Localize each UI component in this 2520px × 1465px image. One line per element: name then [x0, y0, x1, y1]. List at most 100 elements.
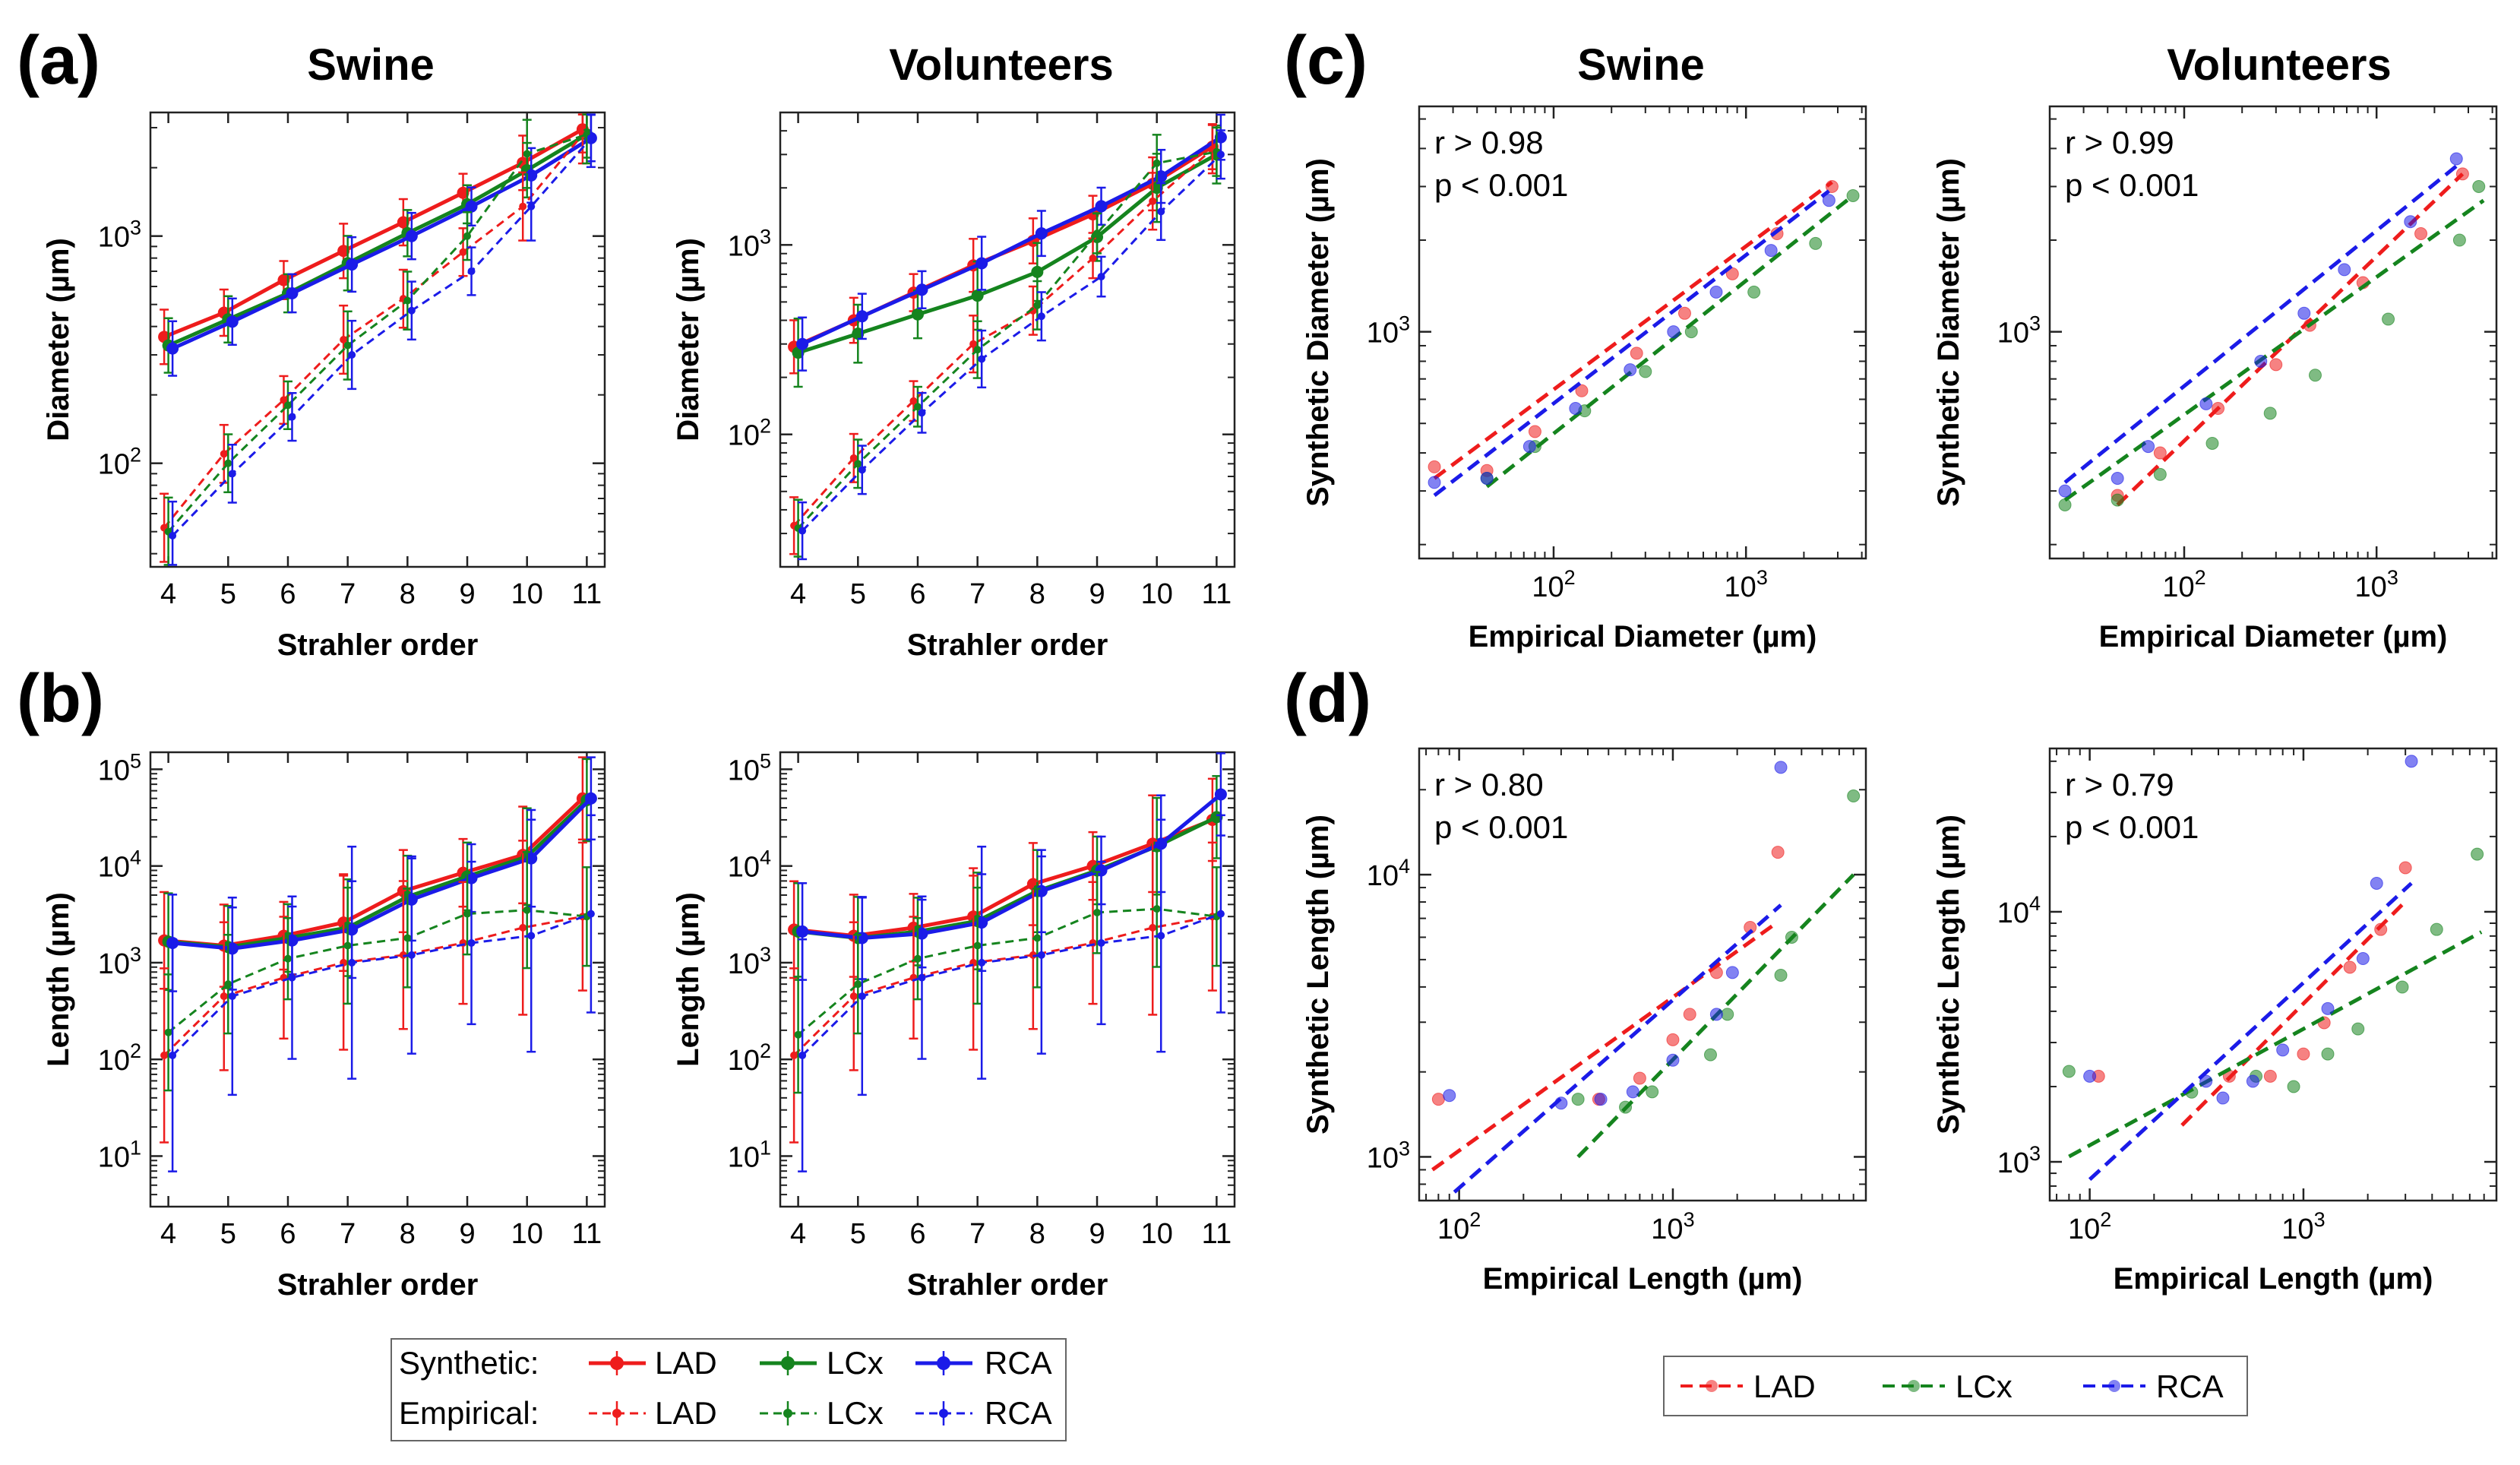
- legend-empirical-lcx-marker: [783, 1409, 792, 1418]
- series-lcx-point: [1847, 789, 1861, 803]
- x-axis-label: Strahler order: [277, 1268, 479, 1302]
- series-rca-empirical-line: [172, 137, 593, 537]
- x-tick-label-1: 5: [850, 578, 866, 610]
- x-tick-label-7: 11: [1202, 1218, 1232, 1250]
- x-tick-label-6: 10: [511, 578, 543, 610]
- series-rca-empirical-point: [918, 409, 926, 417]
- plot-frame: [1418, 747, 1867, 1202]
- y-axis-label: Synthetic Length (µm): [1301, 815, 1335, 1134]
- series-lcx-empirical-point: [463, 910, 472, 918]
- series-rca-synthetic-point: [405, 229, 418, 242]
- series-lad-point: [2414, 227, 2428, 241]
- series-lcx-point: [1809, 236, 1823, 250]
- series-rca-empirical-point: [1157, 207, 1165, 216]
- series-rca-point: [1667, 325, 1681, 339]
- series-lcx-empirical-line: [797, 150, 1217, 530]
- x-tick-label-1-base: 10: [1651, 1213, 1683, 1245]
- y-tick-label-0-base: 10: [98, 449, 130, 481]
- y-tick-label-4-base: 10: [98, 755, 130, 786]
- series-rca-synthetic-point: [1155, 170, 1168, 183]
- y-tick-label-0-exp: 3: [2029, 312, 2041, 335]
- y-tick-label-0: 103: [1367, 312, 1410, 350]
- x-axis-label: Empirical Length (µm): [1483, 1262, 1803, 1296]
- y-tick-label-0-base: 10: [728, 1141, 760, 1173]
- series-rca-fit-line: [1453, 903, 1782, 1194]
- legend-cd-rca-marker: [2108, 1380, 2120, 1392]
- series-rca-empirical-point: [1097, 938, 1105, 947]
- x-axis-label: Strahler order: [907, 628, 1108, 662]
- series-rca-synthetic-point: [855, 310, 868, 323]
- y-tick-label-0: 101: [98, 1136, 141, 1173]
- plot-frame: [779, 751, 1236, 1208]
- y-tick-label-0: 102: [728, 415, 771, 452]
- x-tick-label-0: 4: [160, 578, 176, 610]
- y-tick-label-3-base: 10: [98, 852, 130, 884]
- series-rca-synthetic-line: [172, 796, 593, 951]
- series-rca-empirical-point: [527, 932, 536, 940]
- series-rca-fit-line: [1433, 189, 1830, 497]
- series-lcx-empirical-point: [403, 296, 412, 305]
- legend-cd: LAD LCx RCA: [1663, 1356, 2248, 1416]
- stat-r: r > 0.80: [1434, 767, 1544, 802]
- x-tick-label-0-exp: 2: [2195, 566, 2206, 589]
- series-rca-empirical-point: [467, 938, 476, 947]
- series-lcx-empirical-point: [794, 1030, 802, 1039]
- series-rca-empirical-point: [467, 267, 476, 275]
- title-c-volunteers: Volunteers: [2167, 40, 2391, 90]
- x-tick-label-1: 5: [220, 1218, 236, 1250]
- series-lad-point: [2343, 960, 2357, 974]
- series-lad-empirical-point: [459, 248, 467, 256]
- series-lad-empirical-point: [220, 450, 228, 458]
- y-tick-label-4: 105: [728, 749, 771, 786]
- series-rca-point: [1725, 966, 1739, 979]
- series-lad-empirical-point: [1149, 197, 1157, 205]
- stat-p: p < 0.001: [1434, 167, 1568, 203]
- y-tick-label-0: 101: [728, 1136, 771, 1173]
- x-axis-label: Empirical Length (µm): [2114, 1262, 2433, 1296]
- y-tick-label-0: 103: [1367, 1137, 1410, 1174]
- series-lcx-empirical-point: [343, 341, 352, 350]
- series-lad-empirical-point: [849, 454, 858, 462]
- x-axis-label: Strahler order: [907, 1268, 1108, 1302]
- series-lad-empirical-line: [163, 134, 584, 529]
- series-lad-empirical-line: [163, 915, 583, 1056]
- x-tick-label-0: 102: [1532, 566, 1575, 603]
- legend-synthetic-lcx: LCx: [827, 1345, 884, 1381]
- series-lcx-empirical-point: [1093, 229, 1102, 238]
- x-tick-label-1: 103: [1651, 1208, 1694, 1245]
- series-lad-empirical-point: [340, 336, 348, 343]
- series-rca-point: [2199, 1074, 2213, 1088]
- series-lad-empirical-point: [790, 1051, 798, 1059]
- y-tick-label-1-base: 10: [1367, 860, 1399, 892]
- x-tick-label-4: 8: [400, 1218, 416, 1250]
- legend-empirical-label: Empirical:: [399, 1395, 539, 1431]
- legend-cd-lcx-marker: [1908, 1380, 1920, 1392]
- series-lcx-point: [2205, 436, 2219, 450]
- series-lcx-empirical-line: [167, 909, 587, 1033]
- x-tick-label-2: 6: [280, 1218, 296, 1250]
- x-tick-label-1: 103: [2355, 566, 2398, 603]
- legend-synthetic-lcx-marker: [781, 1356, 795, 1370]
- series-lad-point: [1431, 1093, 1445, 1106]
- series-rca-synthetic-point: [975, 257, 988, 270]
- legend-cd-lad: LAD: [1753, 1368, 1816, 1404]
- legend-empirical-lad: LAD: [655, 1395, 717, 1431]
- series-lad-empirical-point: [519, 202, 527, 210]
- series-lcx-empirical-point: [973, 941, 982, 950]
- series-lcx-point: [2472, 179, 2486, 193]
- series-lcx-empirical-point: [1033, 301, 1042, 309]
- series-lad-empirical-line: [792, 148, 1213, 527]
- series-lcx-empirical-point: [1033, 934, 1042, 942]
- y-tick-label-2-exp: 3: [760, 943, 771, 966]
- x-tick-label-0: 4: [160, 1218, 176, 1250]
- legend-synthetic-label: Synthetic:: [399, 1345, 539, 1381]
- legend-cd-box: [1663, 1356, 2248, 1416]
- series-lcx-point: [2062, 1065, 2076, 1078]
- series-rca-point: [2142, 440, 2155, 454]
- y-tick-label-0-exp: 1: [760, 1136, 771, 1159]
- y-tick-label-1: 103: [728, 225, 771, 262]
- stat-p: p < 0.001: [2065, 809, 2199, 845]
- series-rca-empirical-point: [978, 355, 986, 363]
- x-tick-label-3: 7: [340, 1218, 356, 1250]
